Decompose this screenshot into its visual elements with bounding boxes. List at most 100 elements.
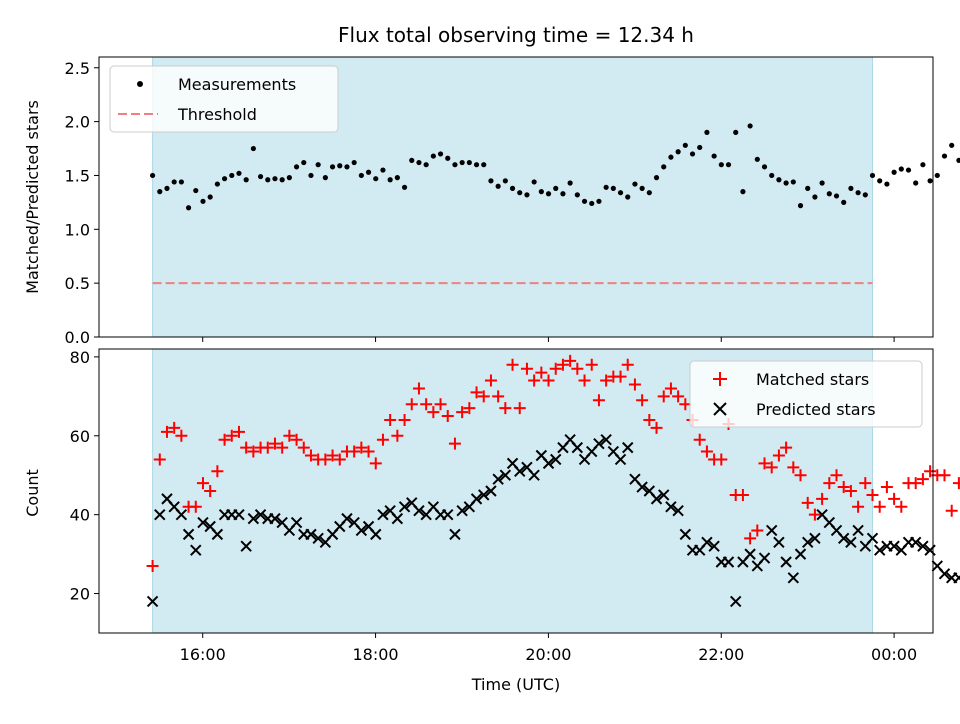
- predicted-star-point: [449, 528, 461, 541]
- measurement-point: [862, 192, 868, 198]
- measurement-point: [394, 175, 400, 181]
- matched-star-point: [542, 374, 555, 387]
- matched-star-point: [261, 441, 274, 454]
- matched-star-point: [837, 481, 850, 494]
- matched-star-point: [549, 362, 562, 375]
- matched-star-point: [672, 390, 685, 403]
- matched-star-point: [348, 445, 361, 458]
- measurement-point: [689, 151, 696, 157]
- legend-threshold-label: Threshold: [177, 105, 257, 124]
- predicted-star-point: [197, 516, 209, 529]
- matched-star-point: [866, 488, 879, 501]
- matched-star-point: [657, 390, 670, 403]
- measurement-point: [848, 185, 854, 191]
- predicted-stars-points: [146, 434, 960, 608]
- matched-star-point: [412, 382, 425, 395]
- predicted-star-point: [802, 536, 814, 548]
- matched-star-point: [276, 441, 289, 454]
- predicted-star-point: [809, 532, 821, 545]
- x-axis-label: Time (UTC): [471, 675, 560, 694]
- matched-star-point: [571, 362, 584, 375]
- measurement-point: [711, 153, 717, 159]
- matched-star-point: [304, 449, 317, 462]
- predicted-star-point: [672, 505, 684, 517]
- matched-star-point: [283, 429, 296, 442]
- measurement-point: [401, 184, 408, 190]
- top-y-axis-label: Matched/Predicted stars: [23, 100, 42, 294]
- predicted-star-point: [852, 524, 864, 537]
- predicted-star-point: [593, 437, 605, 450]
- measurement-point: [437, 151, 444, 157]
- matched-star-point: [268, 437, 281, 450]
- matched-star-point: [391, 429, 404, 442]
- matched-star-point: [600, 374, 613, 387]
- predicted-star-point: [413, 505, 425, 517]
- matched-star-point: [621, 358, 634, 371]
- measurement-point: [596, 198, 602, 204]
- top-y-ticks: 0.0 0.5 1.0 1.5 2.0 2.5: [65, 59, 99, 347]
- measurement-point: [301, 159, 307, 166]
- predicted-star-point: [787, 572, 800, 584]
- bottom-y-tick-label: 60: [70, 427, 90, 446]
- bottom-legend-box: [689, 360, 923, 428]
- matched-star-point: [801, 496, 814, 509]
- predicted-star-point: [305, 528, 317, 541]
- measurement-point: [898, 166, 904, 172]
- measurement-point: [416, 159, 422, 166]
- predicted-star-point: [636, 481, 648, 493]
- measurement-point: [149, 172, 156, 179]
- measurement-point: [826, 191, 832, 197]
- measurement-point: [581, 198, 588, 204]
- predicted-star-point: [233, 508, 245, 521]
- predicted-star-point: [341, 512, 353, 525]
- measurement-point: [625, 194, 631, 200]
- predicted-star-point: [571, 441, 584, 454]
- measurement-point: [797, 203, 804, 209]
- measurement-point: [905, 167, 912, 173]
- matched-star-point: [808, 508, 821, 521]
- top-y-tick-label: 0.0: [65, 328, 90, 347]
- predicted-star-point: [355, 524, 368, 537]
- matched-star-point: [218, 433, 231, 446]
- matched-star-point: [751, 524, 764, 537]
- measurement-point: [257, 173, 264, 180]
- measurement-point: [812, 194, 818, 200]
- measurement-point: [790, 179, 796, 185]
- measurement-point: [869, 172, 876, 179]
- predicted-star-point: [773, 536, 785, 548]
- bottom-legend: Matched stars Predicted stars: [689, 360, 923, 428]
- matched-star-point: [369, 457, 382, 470]
- measurement-point: [841, 199, 847, 205]
- measurement-point: [517, 190, 523, 196]
- measurement-point: [776, 177, 782, 183]
- matched-star-point: [492, 390, 505, 403]
- measurement-point: [524, 192, 530, 198]
- measurement-point: [473, 162, 480, 168]
- measurement-point: [200, 198, 206, 204]
- measurement-point: [221, 176, 228, 182]
- measurement-point: [293, 164, 300, 170]
- top-y-tick-label: 2.5: [65, 59, 90, 78]
- measurement-point: [877, 178, 883, 184]
- matched-star-point: [196, 477, 209, 490]
- measurement-point: [185, 205, 192, 211]
- predicted-star-point: [370, 528, 382, 541]
- matched-star-point: [592, 394, 605, 407]
- predicted-star-point: [528, 469, 540, 481]
- predicted-star-point: [744, 548, 756, 560]
- matched-star-point: [938, 469, 951, 482]
- predicted-star-point: [845, 536, 857, 548]
- matched-star-point: [780, 441, 793, 454]
- x-tick-label: 18:00: [353, 645, 399, 664]
- predicted-star-point: [953, 572, 960, 584]
- predicted-star-point: [190, 544, 202, 556]
- measurement-point: [697, 144, 703, 151]
- measurement-point: [452, 162, 458, 168]
- matched-star-point: [225, 429, 238, 442]
- matched-star-point: [636, 394, 649, 407]
- matched-star-point: [643, 414, 656, 426]
- matched-star-point: [844, 485, 857, 497]
- matched-star-point: [189, 500, 202, 513]
- measurement-point: [553, 185, 559, 191]
- matched-star-point: [484, 374, 497, 387]
